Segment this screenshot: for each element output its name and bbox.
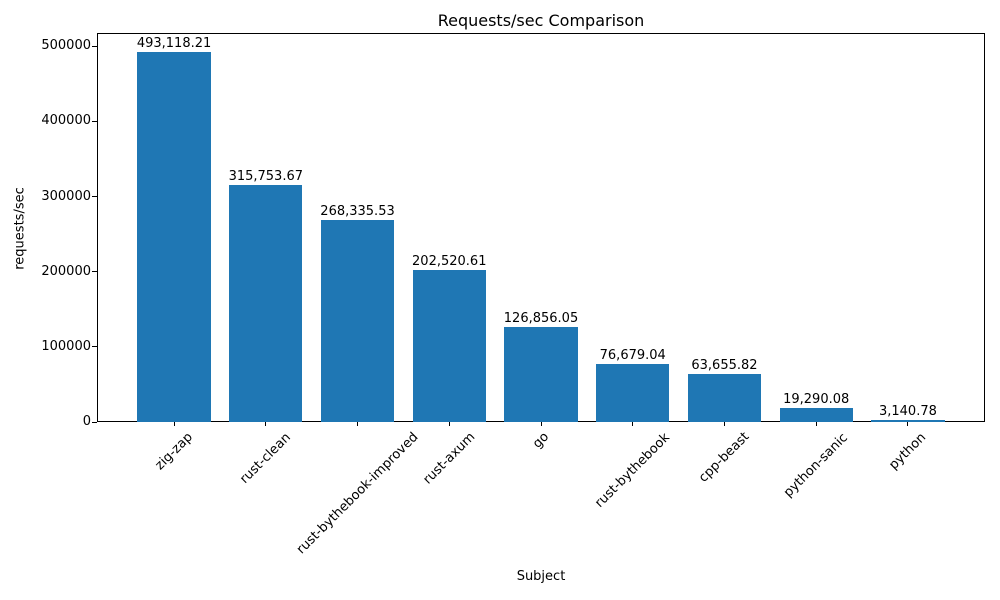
- bar-value-label: 202,520.61: [412, 253, 487, 269]
- bar-zig-zap: [137, 51, 211, 422]
- x-tick-mark: [723, 422, 725, 426]
- y-tick-mark: [92, 346, 97, 348]
- x-axis-label: Subject: [516, 569, 566, 584]
- bar-value-label: 493,118.21: [136, 35, 212, 51]
- y-tick-mark: [92, 45, 97, 47]
- bar-rust-bythebook: [596, 364, 670, 422]
- bar-value-label: 19,290.08: [783, 391, 850, 407]
- bar-value-label: 63,655.82: [691, 358, 758, 374]
- bar-value-label: 76,679.04: [599, 348, 666, 364]
- x-tick-label: rust-bythebook-improved: [293, 429, 422, 558]
- bar-python: [871, 419, 945, 422]
- y-tick-label: 100000: [41, 338, 91, 354]
- y-tick-mark: [92, 421, 97, 423]
- y-tick-mark: [92, 196, 97, 198]
- bar-go: [504, 326, 578, 422]
- x-tick-mark: [448, 422, 450, 426]
- x-tick-mark: [173, 422, 175, 426]
- bar-value-label: 268,335.53: [320, 204, 395, 220]
- x-tick-mark: [540, 422, 542, 426]
- y-tick-mark: [92, 120, 97, 122]
- x-tick-label: cpp-beast: [696, 429, 753, 487]
- x-tick-label: python-sanic: [781, 430, 852, 500]
- x-tick-label: rust-clean: [237, 429, 295, 487]
- y-tick-label: 200000: [41, 263, 91, 279]
- bar-cpp-beast: [687, 374, 762, 422]
- bar-rust-axum: [412, 269, 486, 422]
- bar-value-label: 3,140.78: [878, 403, 937, 419]
- x-tick-label: zig-zap: [152, 429, 196, 474]
- x-tick-label: go: [530, 429, 553, 452]
- bar-python-sanic: [779, 407, 853, 422]
- bar-rust-bythebook-improved: [320, 220, 395, 422]
- y-tick-label: 300000: [41, 188, 91, 204]
- bar-value-label: 126,856.05: [503, 310, 579, 326]
- chart-title: Requests/sec Comparison: [437, 11, 645, 30]
- bar-rust-clean: [229, 184, 303, 422]
- y-tick-mark: [92, 271, 97, 273]
- x-tick-mark: [815, 422, 817, 426]
- x-tick-mark: [265, 422, 267, 426]
- bar-value-label: 315,753.67: [228, 168, 303, 184]
- x-tick-label: python: [886, 429, 930, 473]
- x-tick-label: rust-axum: [420, 430, 479, 488]
- x-tick-label: rust-bythebook: [592, 429, 674, 511]
- y-tick-label: 500000: [41, 38, 91, 54]
- y-tick-label: 400000: [41, 113, 91, 129]
- y-tick-label: 0: [82, 414, 91, 429]
- x-tick-mark: [632, 422, 634, 426]
- x-tick-mark: [907, 422, 909, 426]
- x-tick-mark: [357, 422, 359, 426]
